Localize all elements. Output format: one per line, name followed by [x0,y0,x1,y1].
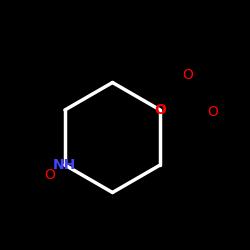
Text: O: O [207,106,218,120]
Text: NH: NH [53,158,76,172]
Text: O: O [154,103,166,117]
Text: O: O [182,68,193,82]
Text: O: O [44,168,56,182]
